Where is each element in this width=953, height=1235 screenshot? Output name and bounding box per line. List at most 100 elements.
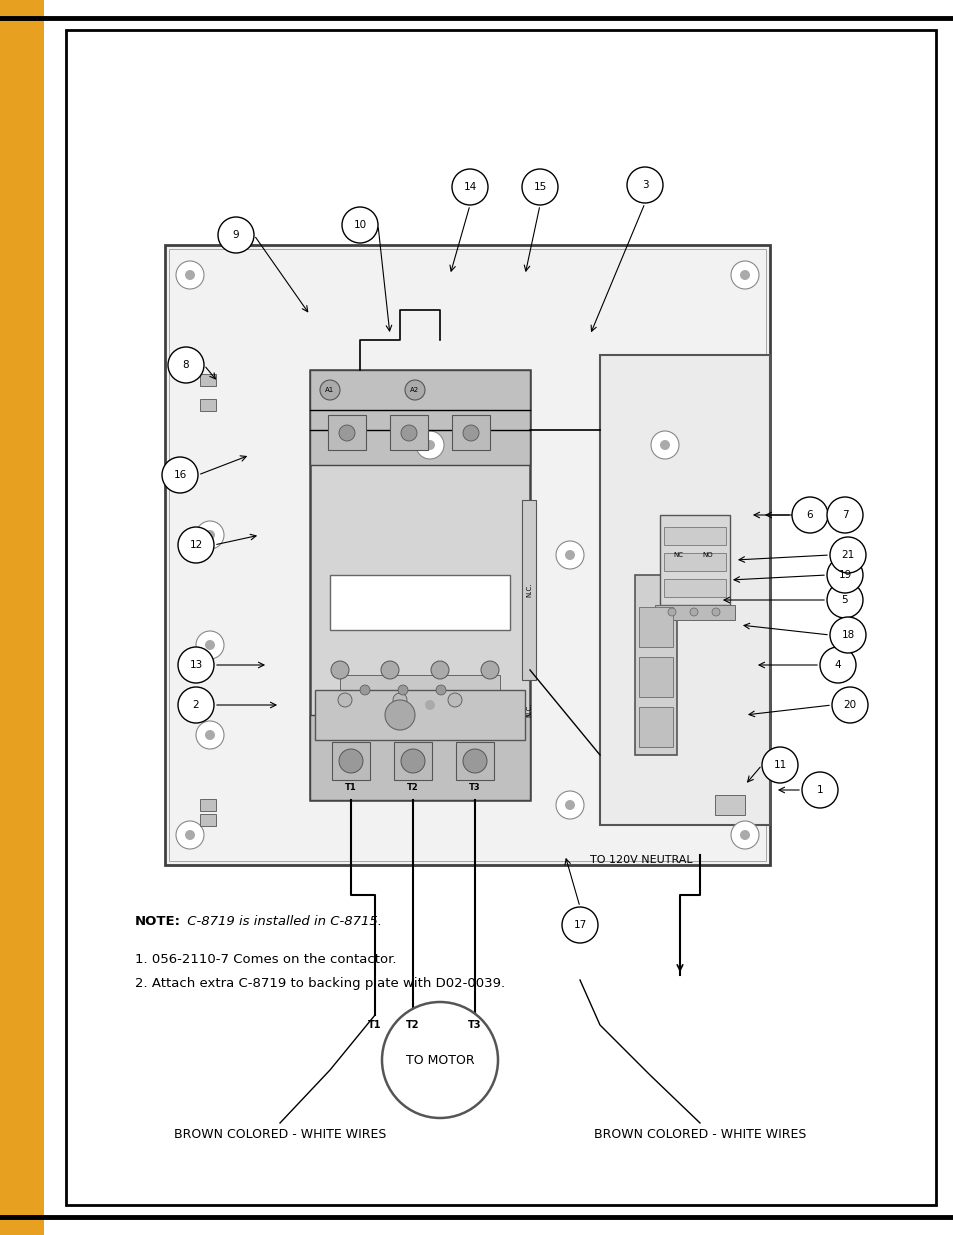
Bar: [314, 690, 524, 740]
Text: BROWN COLORED - WHITE WIRES: BROWN COLORED - WHITE WIRES: [593, 1129, 805, 1141]
Bar: [310, 715, 530, 800]
Text: 9: 9: [233, 230, 239, 240]
Text: A2: A2: [410, 387, 419, 393]
Circle shape: [397, 685, 408, 695]
Bar: [714, 795, 744, 815]
Circle shape: [480, 661, 498, 679]
Circle shape: [711, 608, 720, 616]
Circle shape: [195, 721, 224, 748]
Bar: [165, 245, 769, 864]
Circle shape: [730, 821, 759, 848]
Bar: [339, 676, 499, 705]
Text: TO MOTOR: TO MOTOR: [405, 1053, 474, 1067]
Circle shape: [393, 693, 407, 706]
Circle shape: [462, 748, 486, 773]
Text: 2: 2: [193, 700, 199, 710]
Text: N.C.: N.C.: [525, 703, 532, 718]
Circle shape: [801, 772, 837, 808]
Text: TO 120V NEUTRAL: TO 120V NEUTRAL: [589, 855, 692, 864]
Circle shape: [178, 687, 213, 722]
Text: 21: 21: [841, 550, 854, 559]
Bar: [635, 576, 677, 755]
Circle shape: [521, 169, 558, 205]
Bar: [200, 374, 215, 387]
Circle shape: [452, 169, 488, 205]
Text: T3: T3: [469, 783, 480, 793]
Bar: [310, 370, 530, 800]
Text: 1. 056-2110-7 Comes on the contactor.: 1. 056-2110-7 Comes on the contactor.: [135, 953, 396, 966]
Circle shape: [400, 748, 424, 773]
Bar: [639, 606, 672, 647]
Text: L1: L1: [342, 430, 351, 436]
Bar: [328, 415, 366, 450]
Text: 17: 17: [573, 920, 586, 930]
Circle shape: [740, 270, 749, 280]
Circle shape: [175, 821, 204, 848]
Circle shape: [341, 207, 377, 243]
Text: 4: 4: [834, 659, 841, 671]
Bar: [663, 527, 725, 545]
Circle shape: [331, 661, 349, 679]
Text: NOTE:: NOTE:: [135, 915, 181, 927]
Text: NO: NO: [702, 552, 713, 558]
Circle shape: [448, 693, 461, 706]
Circle shape: [564, 800, 575, 810]
Bar: [332, 742, 370, 781]
Circle shape: [175, 261, 204, 289]
Text: 13: 13: [190, 659, 202, 671]
Bar: [200, 799, 215, 811]
Circle shape: [416, 431, 443, 459]
Text: 1: 1: [816, 785, 822, 795]
Bar: [200, 814, 215, 826]
Text: NC: NC: [672, 552, 682, 558]
Circle shape: [416, 692, 443, 719]
Circle shape: [400, 425, 416, 441]
Circle shape: [659, 440, 669, 450]
Text: T3: T3: [468, 1020, 481, 1030]
Circle shape: [168, 347, 204, 383]
Bar: [659, 515, 729, 605]
Text: BROWN COLORED - WHITE WIRES: BROWN COLORED - WHITE WIRES: [173, 1129, 386, 1141]
Text: C-8719 is installed in C-8715.: C-8719 is installed in C-8715.: [183, 915, 381, 927]
Text: 16: 16: [173, 471, 187, 480]
Circle shape: [820, 647, 855, 683]
Bar: [663, 579, 725, 597]
Text: 5: 5: [841, 595, 847, 605]
Circle shape: [205, 730, 214, 740]
Circle shape: [424, 440, 435, 450]
Bar: [655, 605, 734, 620]
Circle shape: [178, 647, 213, 683]
Text: A1: A1: [325, 387, 335, 393]
Circle shape: [431, 661, 449, 679]
Circle shape: [730, 261, 759, 289]
Circle shape: [626, 167, 662, 203]
Text: L2: L2: [404, 430, 413, 436]
Text: T1: T1: [345, 783, 356, 793]
Bar: [599, 354, 769, 825]
Circle shape: [831, 687, 867, 722]
Circle shape: [380, 661, 398, 679]
Circle shape: [667, 608, 676, 616]
Text: 8: 8: [182, 359, 189, 370]
Bar: [169, 249, 765, 861]
Circle shape: [740, 830, 749, 840]
Circle shape: [178, 527, 213, 563]
Circle shape: [205, 530, 214, 540]
Text: 11: 11: [773, 760, 786, 769]
Circle shape: [424, 700, 435, 710]
Circle shape: [337, 693, 352, 706]
Circle shape: [829, 537, 865, 573]
Text: T2: T2: [407, 783, 418, 793]
Circle shape: [162, 457, 198, 493]
Text: N.C.: N.C.: [525, 583, 532, 598]
Text: 10: 10: [353, 220, 366, 230]
Circle shape: [650, 431, 679, 459]
Bar: [394, 742, 432, 781]
Circle shape: [436, 685, 446, 695]
Circle shape: [462, 425, 478, 441]
Text: 20: 20: [842, 700, 856, 710]
Text: 14: 14: [463, 182, 476, 191]
Text: 12: 12: [190, 540, 202, 550]
Text: L3: L3: [466, 430, 475, 436]
Circle shape: [218, 217, 253, 253]
